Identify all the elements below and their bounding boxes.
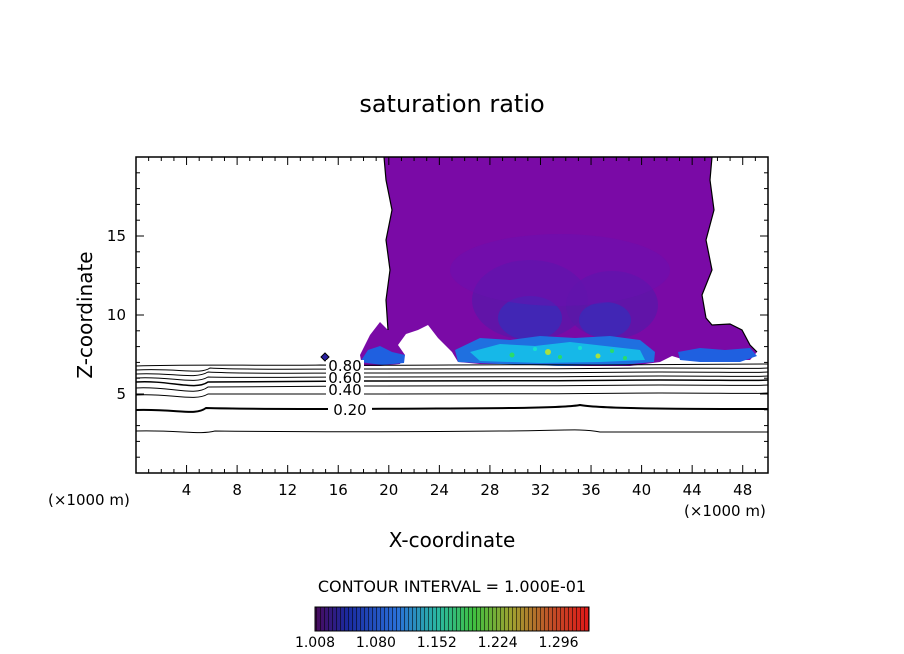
x-tick-label: 4 [182,481,192,499]
left-cloud-blob [360,346,405,365]
contour-label-3: 0.20 [333,401,366,419]
colorbar-labels: 1.008 1.080 1.152 1.224 1.296 [295,635,579,651]
chart-title: saturation ratio [359,90,544,118]
colorbar-tick-label: 1.008 [295,635,335,651]
contour-label-0: 0.80 [328,357,361,375]
x-unit-right: (×1000 m) [684,502,766,520]
contour-labels: 0.80 0.60 0.40 0.20 [326,357,372,419]
x-tick-label: 24 [430,481,449,499]
x-tick-label: 32 [531,481,550,499]
outer-halo [450,234,670,306]
colorbar [314,606,590,632]
x-tick-label: 48 [733,481,752,499]
plot-area [136,157,768,434]
x-tick-label: 16 [329,481,348,499]
contour-lines [136,157,768,434]
y-axis-label: Z-coordinate [73,251,97,378]
y-tick-label: 15 [107,227,126,245]
cloud-base-highlight [470,342,645,363]
inner-core-right [579,302,631,338]
x-tick-label: 12 [278,481,297,499]
x-tick-label: 8 [232,481,242,499]
x-tick-label: 20 [379,481,398,499]
axis-ticks [136,157,768,473]
y-tick-label: 5 [116,385,126,403]
small-cloud-marker [320,352,330,362]
y-tick-label: 10 [107,306,126,324]
colorbar-tick-label: 1.296 [539,635,579,651]
colorbar-tick-label: 1.080 [356,635,396,651]
x-tick-label: 28 [480,481,499,499]
x-tick-label: 40 [632,481,651,499]
inner-core-left [498,296,562,340]
x-tick-label: 36 [581,481,600,499]
x-unit-left: (×1000 m) [48,491,130,509]
right-cloud-blob [678,348,757,362]
contour-label-2: 0.40 [328,381,361,399]
contour-label-1: 0.60 [328,369,361,387]
colorbar-tick-label: 1.224 [478,635,518,651]
x-tick-label: 44 [683,481,702,499]
x-axis-label: X-coordinate [389,528,516,552]
saturation-speckles [509,346,627,360]
colorbar-tick-label: 1.152 [417,635,457,651]
contour-interval-text: CONTOUR INTERVAL = 1.000E-01 [318,577,586,596]
